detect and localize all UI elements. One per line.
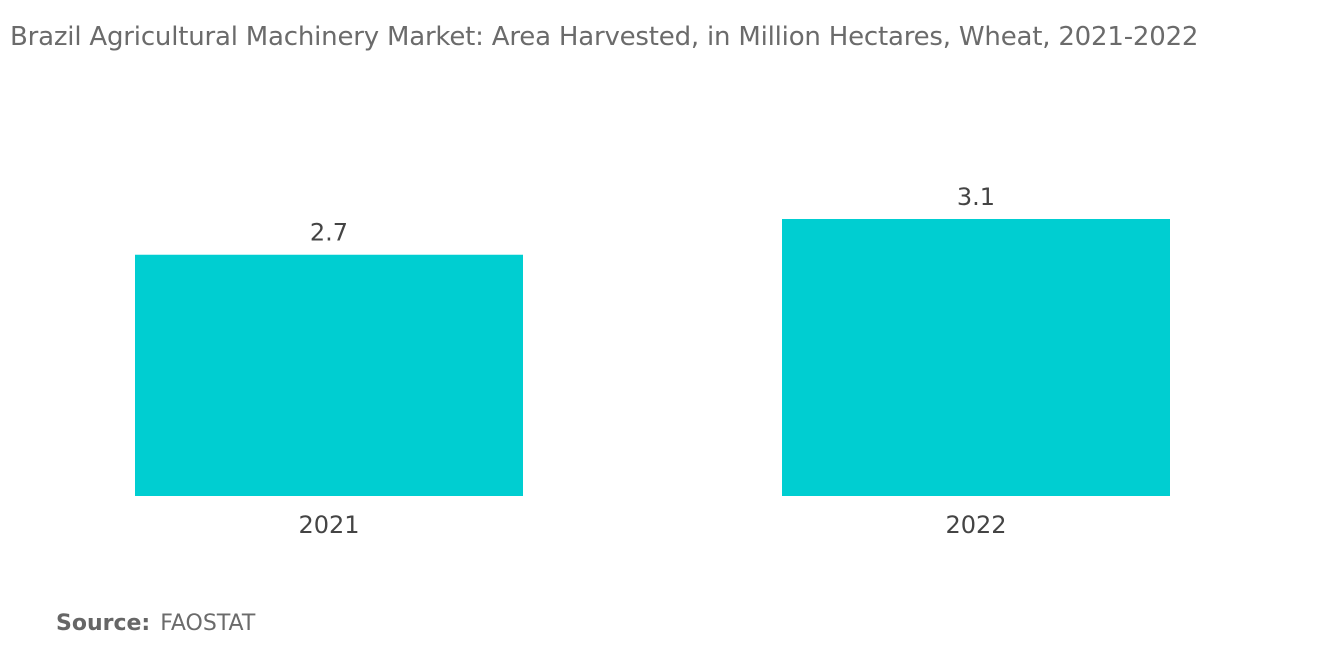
bar-2021 — [135, 254, 523, 496]
data-label-2021: 2.7 — [310, 219, 348, 247]
x-tick-label-2022: 2022 — [945, 511, 1006, 539]
data-label-2022: 3.1 — [957, 183, 995, 211]
x-tick-label-2021: 2021 — [298, 511, 359, 539]
source-line: Source: FAOSTAT — [56, 611, 255, 636]
source-label: Source: — [56, 611, 151, 636]
chart-title: Brazil Agricultural Machinery Market: Ar… — [10, 22, 1199, 52]
bar-2022 — [782, 219, 1170, 496]
source-value: FAOSTAT — [160, 611, 256, 636]
